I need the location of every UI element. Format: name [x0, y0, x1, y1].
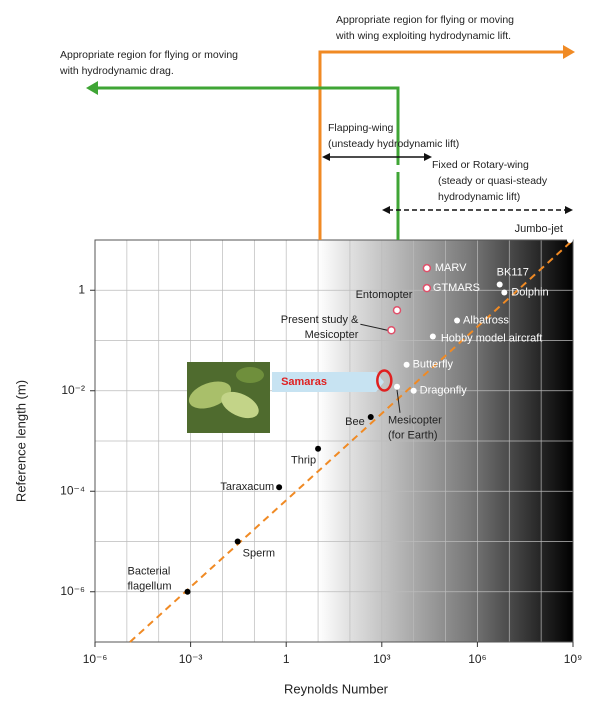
- point-label: Taraxacum: [220, 481, 274, 493]
- arrow-head: [382, 206, 390, 214]
- point-label: GTMARS: [433, 282, 480, 294]
- samara-photo: [185, 362, 270, 433]
- point: [315, 446, 321, 452]
- point: [423, 265, 430, 272]
- point-label: Dragonfly: [420, 385, 468, 397]
- point-label: Sperm: [243, 547, 275, 559]
- point-label: (for Earth): [388, 430, 438, 442]
- annotation: (steady or quasi-steady: [438, 175, 548, 187]
- annotation: with hydrodynamic drag.: [59, 65, 174, 77]
- arrow-head: [563, 45, 575, 59]
- point-label: Samaras: [281, 376, 327, 388]
- y-axis-label: Reference length (m): [13, 380, 28, 502]
- x-tick-label: 10⁻⁶: [83, 652, 108, 666]
- point-label: Mesicopter: [305, 329, 359, 341]
- point: [404, 362, 410, 368]
- point-label: Dolphin: [511, 286, 548, 298]
- point-label: flagellum: [128, 581, 172, 593]
- point-label: Hobby model aircraft: [441, 332, 542, 344]
- point: [430, 334, 436, 340]
- point: [567, 237, 573, 243]
- point-label: BK117: [497, 266, 529, 278]
- point: [388, 327, 395, 334]
- point: [497, 282, 503, 288]
- point: [185, 589, 191, 595]
- annotation: Flapping-wing: [328, 122, 394, 134]
- point-label: Albatross: [463, 314, 509, 326]
- annotation: hydrodynamic lift): [438, 191, 520, 203]
- point: [411, 388, 417, 394]
- x-tick-label: 10⁶: [468, 652, 486, 666]
- point-label: Entomopter: [356, 289, 413, 301]
- annotation: (unsteady hydrodynamic lift): [328, 138, 459, 150]
- point-label: Butterfly: [413, 359, 454, 371]
- y-tick-label: 10⁻⁴: [60, 483, 85, 497]
- x-axis-label: Reynolds Number: [284, 681, 389, 696]
- point-label: Bacterial: [128, 566, 171, 578]
- point: [501, 290, 507, 296]
- x-tick-label: 10⁹: [564, 652, 583, 666]
- point: [394, 307, 401, 314]
- x-tick-label: 1: [283, 652, 290, 666]
- arrow-head: [86, 81, 98, 95]
- y-tick-label: 1: [78, 282, 85, 296]
- point-label: Present study &: [281, 314, 359, 326]
- arrow-head: [322, 153, 330, 161]
- point-label: Bee: [345, 416, 365, 428]
- point: [454, 318, 460, 324]
- point-label: Jumbo-jet: [515, 223, 563, 235]
- point-label: Mesicopter: [388, 415, 442, 427]
- point: [276, 484, 282, 490]
- point-label: MARV: [435, 262, 467, 274]
- annotation: Fixed or Rotary-wing: [432, 159, 529, 171]
- point-label: Thrip: [291, 455, 316, 467]
- x-tick-label: 10³: [373, 652, 390, 666]
- point: [368, 414, 374, 420]
- x-tick-label: 10⁻³: [179, 652, 203, 666]
- y-tick-label: 10⁻⁶: [60, 584, 85, 598]
- point: [235, 539, 241, 545]
- point: [423, 285, 430, 292]
- chart: Bacterial flagellum Sperm Taraxacum Thrip Bee…: [0, 0, 590, 712]
- annotation: Appropriate region for flying or moving: [336, 14, 514, 26]
- point: [394, 384, 400, 390]
- annotation: with wing exploiting hydrodynamic lift.: [335, 30, 511, 42]
- annotation: Appropriate region for flying or moving: [60, 49, 238, 61]
- arrow-head: [424, 153, 432, 161]
- arrow-head: [565, 206, 573, 214]
- y-tick-label: 10⁻²: [61, 383, 85, 397]
